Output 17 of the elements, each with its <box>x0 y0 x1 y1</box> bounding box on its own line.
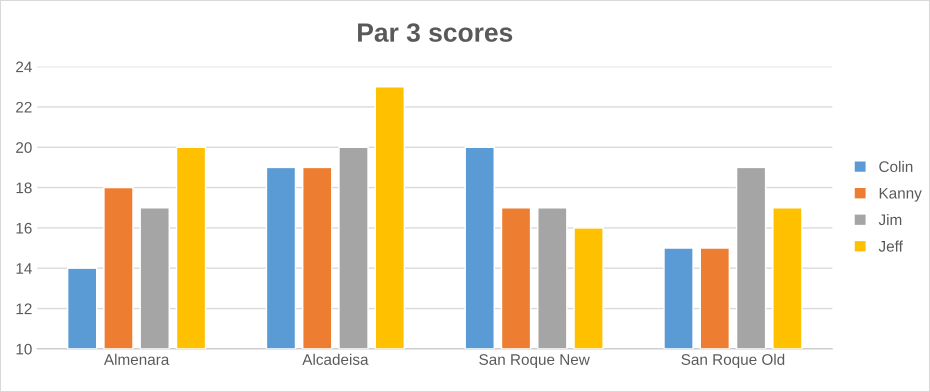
y-tick-label: 10 <box>16 344 32 355</box>
legend-label: Jeff <box>878 240 903 252</box>
y-tick-label: 16 <box>16 222 32 234</box>
legend-label: Colin <box>879 160 912 172</box>
legend-label: Jim <box>878 214 902 226</box>
y-tick-label: 22 <box>16 102 32 112</box>
y-tick-label: 24 <box>16 62 32 72</box>
y-tick-label: 14 <box>16 263 32 274</box>
y-tick-label: 20 <box>16 142 32 153</box>
x-tick-label: San Roque Old <box>681 354 784 368</box>
x-tick-label: Alcadeisa <box>302 354 369 365</box>
legend-label: Kanny <box>880 188 922 202</box>
x-tick-label: Almenara <box>104 354 170 365</box>
chart-title: Par 3 scores <box>358 23 512 42</box>
y-tick-label: 18 <box>16 182 32 194</box>
y-tick-label: 12 <box>16 303 32 314</box>
x-tick-label: San Roque New <box>479 354 590 368</box>
